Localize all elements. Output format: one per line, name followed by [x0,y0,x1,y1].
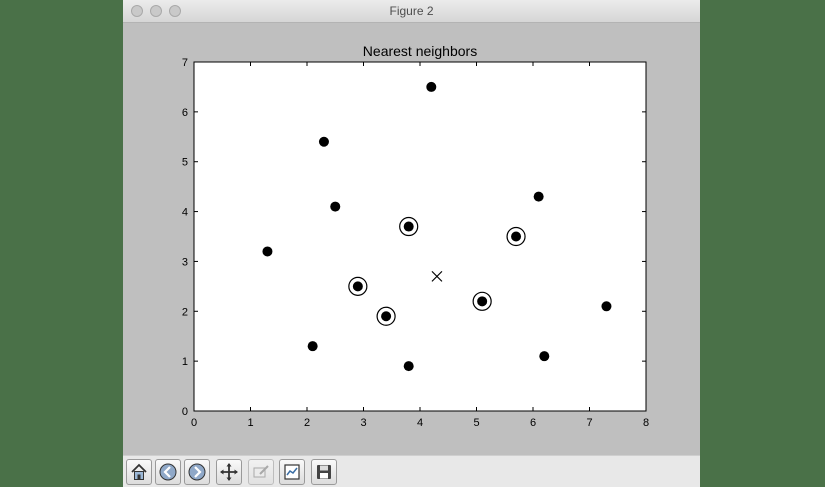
back-arrow-icon [159,463,177,481]
data-point [511,231,522,242]
home-button[interactable] [126,459,152,485]
y-tick-label: 5 [182,157,188,169]
data-point [403,221,414,232]
nearest-neighbor-ring [506,226,526,247]
zoom-window-button[interactable] [169,5,181,17]
x-tick-label: 1 [247,417,253,429]
y-tick-label: 0 [182,406,188,418]
x-tick-label: 0 [191,417,197,429]
data-point [381,311,392,322]
y-tick-label: 2 [182,306,188,318]
nearest-neighbor-ring [348,276,368,296]
x-tick-label: 6 [530,417,536,429]
x-tick-label: 8 [643,417,649,429]
forward-arrow-icon [188,463,206,481]
data-point [318,136,329,147]
home-icon [131,463,147,480]
x-tick-label: 2 [304,417,310,429]
save-disk-icon [317,465,331,479]
pan-button[interactable] [216,459,242,485]
data-point [539,351,550,362]
y-tick-label: 1 [182,356,188,368]
x-tick-label: 4 [417,417,423,429]
y-tick-label: 3 [182,256,188,268]
close-window-button[interactable] [131,5,143,17]
data-point [477,296,488,307]
window-title: Figure 2 [389,4,434,18]
axes-frame [193,61,647,412]
zoom-button[interactable] [248,459,274,485]
query-point-marker [431,270,443,282]
nearest-neighbor-ring [399,216,419,237]
data-point [330,201,341,212]
data-point [307,341,318,352]
x-tick-label: 7 [586,417,592,429]
minimize-window-button[interactable] [150,5,162,17]
configure-subplots-icon [284,464,300,480]
save-button[interactable] [311,459,337,485]
data-point [426,81,437,92]
plot-canvas: Nearest neighbors 0 1 2 3 4 5 6 7 8 0 1 2 3 4 5 6 7 [123,22,700,460]
x-tick-label: 5 [473,417,479,429]
y-tick-label: 6 [182,107,188,119]
nearest-neighbor-ring [376,306,396,326]
query-cross-line [431,270,443,282]
nearest-neighbor-ring [472,291,492,311]
navigation-toolbar [123,455,700,487]
data-point [352,281,363,292]
y-tick-label: 4 [182,207,188,219]
back-button[interactable] [155,459,181,485]
chart-title: Nearest neighbors [363,43,477,59]
y-tick-label: 7 [182,57,188,69]
zoom-rect-icon [253,465,269,478]
figure-window: Figure 2 Nearest neighbors 0 1 2 3 4 5 6 7 8 0 1 2 3… [123,0,700,487]
forward-button[interactable] [184,459,210,485]
pan-move-icon [220,463,238,481]
window-titlebar: Figure 2 [123,0,700,23]
data-point [262,246,273,257]
configure-subplots-button[interactable] [279,459,305,485]
data-point [403,361,414,372]
data-point [533,191,544,202]
x-tick-label: 3 [360,417,366,429]
nearest-neighbors-chart: Nearest neighbors 0 1 2 3 4 5 6 7 8 0 1 2 3 4 5 6 7 [182,43,649,429]
data-point [601,301,612,312]
